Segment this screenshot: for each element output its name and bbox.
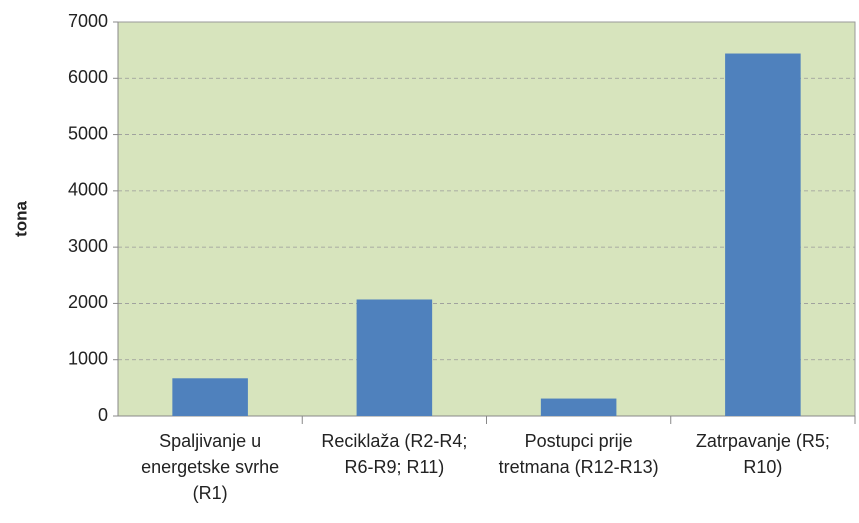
y-tick-label: 1000	[68, 348, 108, 368]
x-tick-label: Reciklaža (R2-R4; R6-R9; R11)	[321, 431, 468, 477]
x-tick-label: Spaljivanje u energetske svrhe (R1)	[141, 431, 280, 503]
bar	[725, 53, 801, 417]
y-axis-label: tona	[11, 201, 30, 237]
bar	[172, 378, 248, 416]
bar	[356, 299, 433, 416]
x-tick-label: Postupci prije tretmana (R12-R13)	[498, 431, 659, 477]
y-tick-label: 5000	[68, 123, 108, 143]
y-tick-label: 4000	[68, 180, 108, 200]
x-tick-label: Zatrpavanje (R5; R10)	[695, 431, 830, 477]
y-tick-label: 0	[98, 405, 108, 425]
y-tick-label: 7000	[68, 11, 108, 31]
bar	[540, 398, 617, 416]
y-tick-label: 3000	[68, 236, 108, 256]
y-tick-label: 6000	[68, 67, 108, 87]
y-tick-label: 2000	[68, 292, 108, 312]
